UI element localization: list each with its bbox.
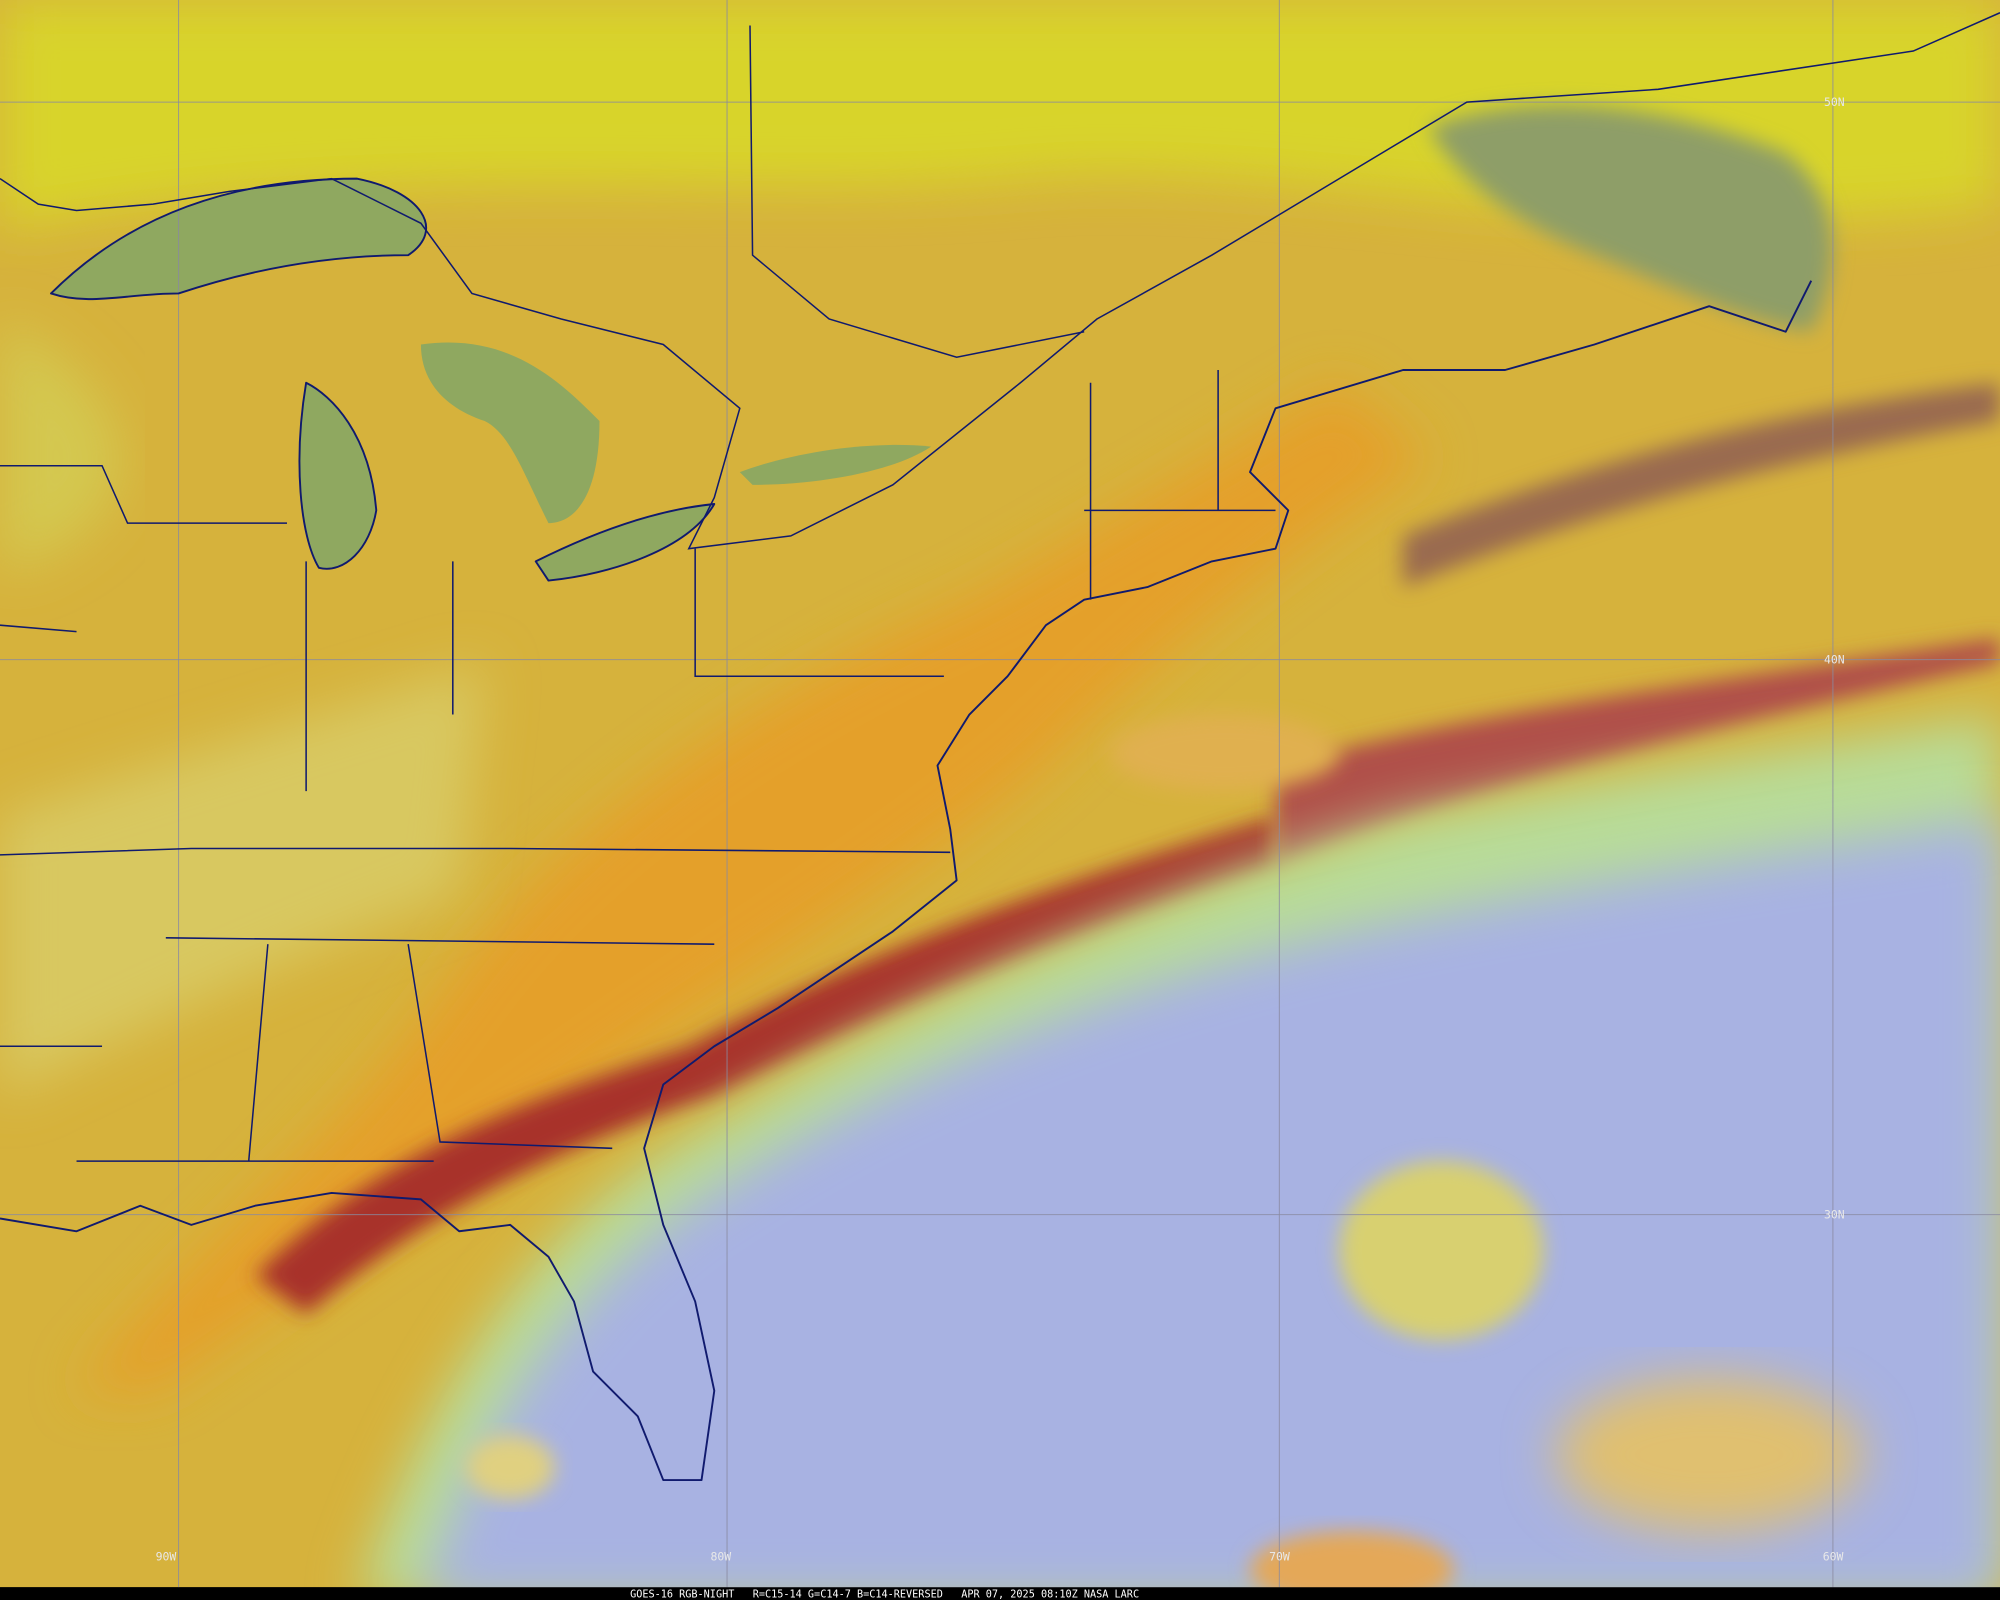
grid-labels: 50N 40N 30N 90W 80W 70W 60W — [156, 95, 1845, 1564]
longitude-label: 60W — [1823, 1549, 1844, 1563]
latitude-label: 50N — [1824, 95, 1845, 109]
national-border — [0, 12, 2000, 550]
coastline — [0, 280, 1813, 1482]
boundaries — [0, 12, 2000, 1482]
longitude-label: 70W — [1269, 1549, 1290, 1563]
footer-bar — [0, 1587, 2000, 1600]
state-border — [0, 370, 1276, 1162]
footer-caption: GOES-16 RGB-NIGHT R=C15-14 G=C14-7 B=C14… — [630, 1589, 1139, 1600]
longitude-label: 80W — [710, 1549, 731, 1563]
latitude-label: 30N — [1824, 1207, 1845, 1221]
longitude-label: 90W — [156, 1549, 177, 1563]
national-border — [749, 25, 1085, 359]
lake-shore — [50, 177, 716, 582]
latitude-label: 40N — [1824, 652, 1845, 666]
